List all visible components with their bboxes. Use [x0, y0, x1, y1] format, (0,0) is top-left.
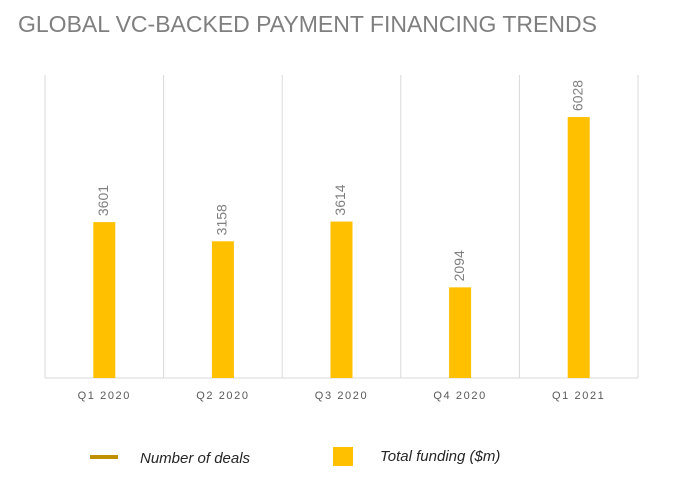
x-tick-label: Q1 2020 [78, 390, 131, 402]
legend-label: Total funding ($m) [380, 448, 500, 465]
data-label: 2094 [451, 250, 467, 281]
data-label: 3601 [95, 185, 111, 216]
bar [93, 222, 116, 378]
legend-swatch [333, 447, 353, 466]
bar [330, 221, 353, 378]
x-tick-label: Q1 2021 [552, 390, 605, 402]
data-label: 3614 [332, 184, 348, 215]
chart-title: GLOBAL VC-BACKED PAYMENT FINANCING TREND… [18, 11, 597, 37]
bar [211, 241, 234, 378]
bar [449, 287, 472, 378]
legend-label: Number of deals [140, 450, 251, 467]
bar [567, 117, 590, 378]
data-label: 3158 [214, 204, 230, 235]
x-tick-label: Q3 2020 [315, 390, 368, 402]
data-label: 6028 [569, 80, 585, 111]
x-tick-label: Q2 2020 [196, 390, 249, 402]
x-tick-label: Q4 2020 [433, 390, 486, 402]
